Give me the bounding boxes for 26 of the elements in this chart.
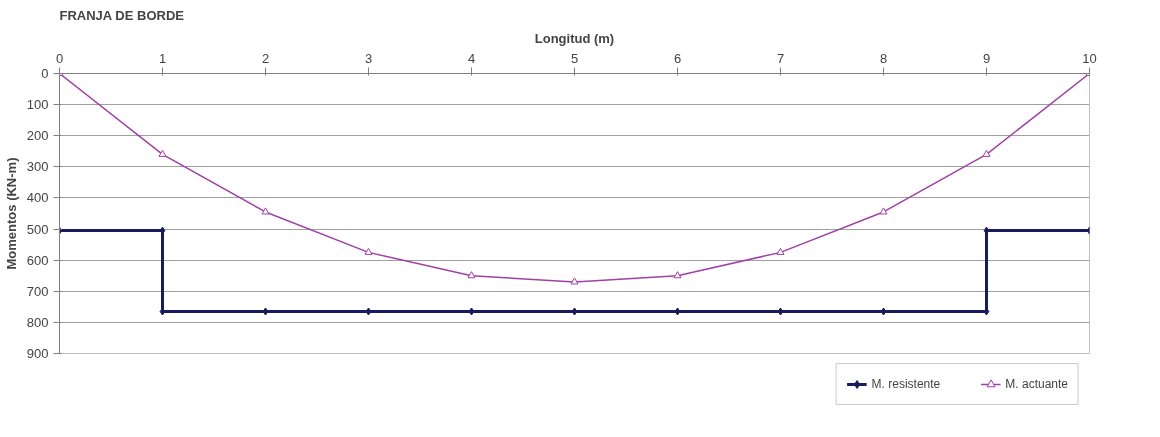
x-tick-label: 6 [673,50,682,66]
legend-label: M. resistente [871,377,941,391]
x-tick-label: 8 [879,50,888,66]
y-tick-label: 700 [26,283,49,299]
y-tick-label: 400 [26,190,49,206]
x-tick-label: 0 [55,50,64,66]
y-tick-label: 100 [26,97,49,113]
x-tick-label: 5 [570,50,579,66]
x-tick-label: 1 [158,50,167,66]
legend-label: M. actuante [1005,377,1068,391]
y-tick-label: 600 [26,252,49,268]
x-tick-label: 2 [261,50,270,66]
y-axis-title: Momentos (KN-m) [3,157,19,270]
y-tick-label: 300 [26,159,49,175]
x-tick-label: 10 [1082,50,1097,66]
y-tick-label: 200 [26,128,49,144]
chart-title: FRANJA DE BORDE [59,7,185,23]
x-tick-label: 3 [364,50,373,66]
x-tick-label: 9 [982,50,991,66]
x-tick-label: 4 [467,50,476,66]
y-tick-label: 800 [26,314,49,330]
y-tick-label: 900 [26,346,49,361]
x-tick-label: 7 [776,50,785,66]
y-tick-label: 0 [41,66,49,81]
y-tick-label: 500 [26,221,49,237]
x-axis-title: Longitud (m) [534,30,615,46]
